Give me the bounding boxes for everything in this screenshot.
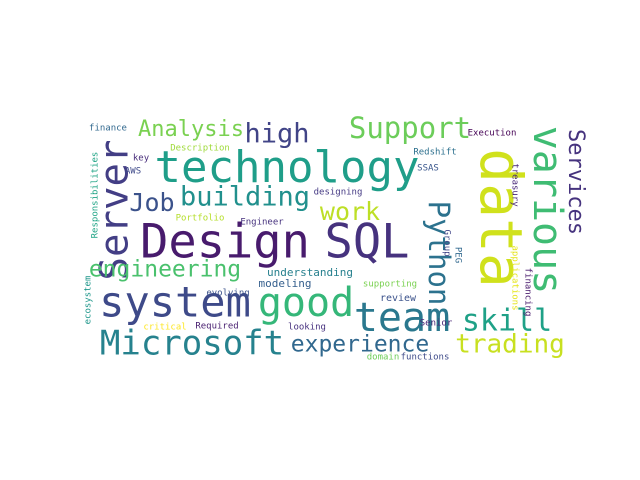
- word: good: [258, 280, 354, 326]
- word: work: [320, 197, 380, 226]
- word: review: [380, 293, 417, 304]
- word: designing: [314, 188, 363, 198]
- word: Engineer: [240, 218, 284, 228]
- word: Execution: [468, 129, 517, 139]
- word: PEG: [453, 247, 463, 263]
- word: Required: [195, 322, 238, 332]
- word: key: [133, 154, 150, 164]
- word: building: [180, 182, 310, 213]
- word: Job: [129, 188, 174, 217]
- word: team: [354, 295, 450, 341]
- word: Services: [563, 129, 588, 235]
- word: financing: [523, 268, 533, 317]
- word: experience: [291, 332, 429, 358]
- word: Description: [170, 144, 230, 154]
- word: skill: [462, 304, 552, 339]
- word: Responsibilities: [91, 152, 101, 239]
- word: Python: [422, 201, 456, 306]
- word: Microsoft: [100, 324, 284, 364]
- word: ecosystem: [84, 276, 94, 325]
- word: evolving: [206, 289, 249, 299]
- word: technology: [155, 142, 420, 193]
- word: modeling: [259, 277, 312, 290]
- word: engineering: [89, 257, 241, 283]
- word: AWS: [125, 167, 141, 177]
- word: high: [244, 119, 309, 150]
- word: SSAS: [417, 164, 439, 174]
- word: treasury: [510, 163, 520, 207]
- word: trading: [455, 330, 565, 360]
- word: critical: [143, 323, 186, 333]
- word: Portfolio: [176, 214, 225, 224]
- word: functions: [401, 353, 450, 363]
- word: domain: [367, 353, 400, 363]
- word: Redshift: [413, 148, 456, 158]
- word: Support: [349, 111, 471, 145]
- word: Group: [442, 229, 452, 256]
- word: various: [524, 126, 570, 295]
- word: supporting: [363, 280, 417, 290]
- word: applications: [510, 245, 520, 310]
- word: system: [99, 278, 251, 327]
- word: understanding: [267, 266, 353, 279]
- word: Server: [93, 140, 138, 281]
- word: data: [467, 148, 535, 288]
- word: finance: [89, 124, 127, 134]
- word: Design: [140, 215, 310, 270]
- word: Analysis: [138, 117, 244, 142]
- word: looking: [288, 323, 326, 333]
- word: SQL: [325, 215, 410, 270]
- word: Senior: [420, 319, 453, 329]
